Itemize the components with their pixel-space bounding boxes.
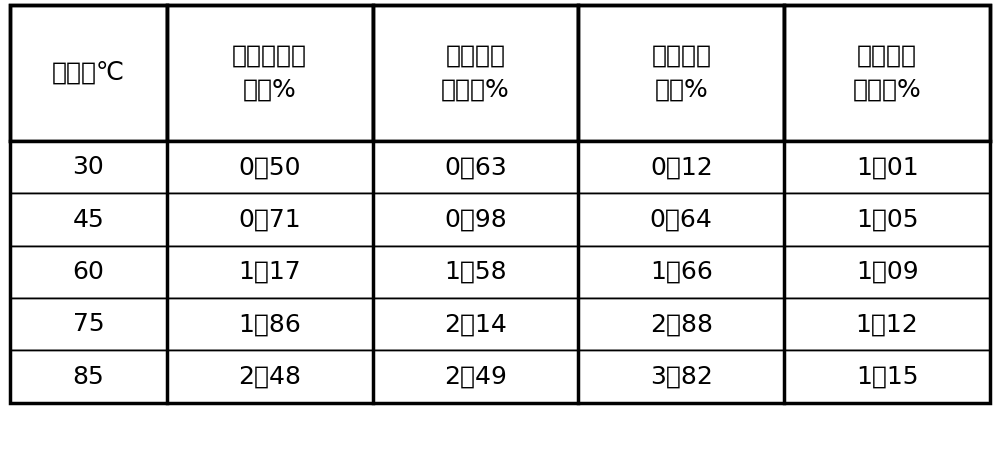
Bar: [10, 5, 990, 403]
Text: 1．86: 1．86: [238, 312, 301, 336]
Text: 3．82: 3．82: [650, 364, 713, 389]
Text: 75: 75: [73, 312, 104, 336]
Bar: [10, 5, 167, 141]
Text: 1．58: 1．58: [444, 260, 507, 284]
Text: 2．14: 2．14: [444, 312, 507, 336]
Bar: [578, 246, 784, 298]
Bar: [373, 298, 578, 350]
Text: 60: 60: [72, 260, 104, 284]
Bar: [784, 350, 990, 403]
Bar: [167, 350, 373, 403]
Text: 2．49: 2．49: [444, 364, 507, 389]
Text: 2．48: 2．48: [238, 364, 301, 389]
Text: 0．64: 0．64: [650, 207, 713, 232]
Bar: [10, 246, 167, 298]
Bar: [578, 141, 784, 193]
Bar: [10, 193, 167, 246]
Bar: [167, 5, 373, 141]
Bar: [373, 193, 578, 246]
Text: 饱和分增加
量，%: 饱和分增加 量，%: [232, 44, 307, 101]
Text: 沥青质减
少量，%: 沥青质减 少量，%: [853, 44, 921, 101]
Bar: [373, 246, 578, 298]
Text: 温度，℃: 温度，℃: [52, 61, 125, 85]
Text: 1．05: 1．05: [856, 207, 918, 232]
Text: 胶质减少
量，%: 胶质减少 量，%: [651, 44, 711, 101]
Text: 0．12: 0．12: [650, 155, 713, 179]
Text: 45: 45: [73, 207, 104, 232]
Bar: [578, 5, 784, 141]
Text: 0．50: 0．50: [238, 155, 301, 179]
Bar: [167, 141, 373, 193]
Text: 1．17: 1．17: [238, 260, 301, 284]
Bar: [578, 298, 784, 350]
Bar: [10, 298, 167, 350]
Text: 2．88: 2．88: [650, 312, 713, 336]
Bar: [167, 298, 373, 350]
Bar: [373, 141, 578, 193]
Bar: [373, 5, 578, 141]
Text: 0．98: 0．98: [444, 207, 507, 232]
Text: 1．01: 1．01: [856, 155, 918, 179]
Bar: [578, 350, 784, 403]
Bar: [784, 298, 990, 350]
Bar: [784, 193, 990, 246]
Text: 1．12: 1．12: [856, 312, 918, 336]
Bar: [784, 5, 990, 141]
Bar: [167, 193, 373, 246]
Bar: [373, 350, 578, 403]
Text: 1．09: 1．09: [856, 260, 918, 284]
Bar: [10, 141, 167, 193]
Text: 0．71: 0．71: [238, 207, 301, 232]
Bar: [784, 141, 990, 193]
Bar: [578, 193, 784, 246]
Text: 芳香分增
加量，%: 芳香分增 加量，%: [441, 44, 510, 101]
Bar: [10, 350, 167, 403]
Text: 1．15: 1．15: [856, 364, 918, 389]
Bar: [167, 246, 373, 298]
Text: 85: 85: [73, 364, 104, 389]
Text: 0．63: 0．63: [444, 155, 507, 179]
Text: 1．66: 1．66: [650, 260, 713, 284]
Text: 30: 30: [73, 155, 104, 179]
Bar: [784, 246, 990, 298]
